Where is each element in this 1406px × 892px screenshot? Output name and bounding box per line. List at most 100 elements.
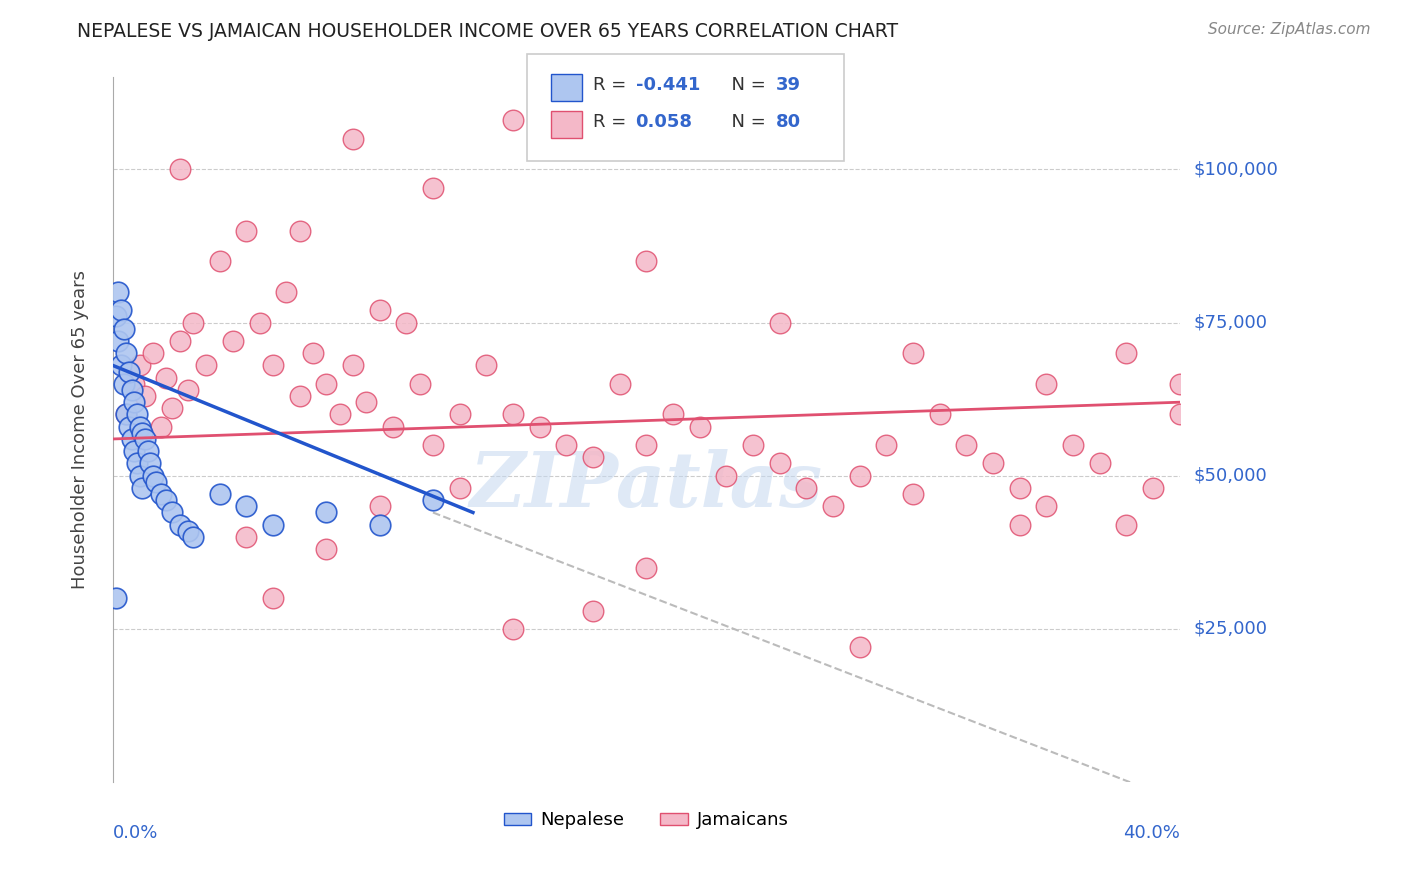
Point (875, 438, 897, 452)
Text: R =: R = (593, 113, 633, 131)
Point (529, 419, 551, 434)
Text: NEPALESE VS JAMAICAN HOUSEHOLDER INCOME OVER 65 YEARS CORRELATION CHART: NEPALESE VS JAMAICAN HOUSEHOLDER INCOME … (77, 22, 898, 41)
Point (821, 500, 844, 514)
Point (928, 408, 950, 422)
Point (769, 316, 792, 330)
Point (121, 432, 143, 446)
Point (136, 444, 159, 458)
Text: 0.0%: 0.0% (112, 824, 159, 842)
Text: Source: ZipAtlas.com: Source: ZipAtlas.com (1208, 22, 1371, 37)
Point (636, 438, 658, 452)
Point (689, 419, 711, 434)
Point (901, 487, 924, 501)
Point (368, 303, 391, 318)
Point (169, 334, 191, 348)
Point (110, 359, 132, 373)
Point (742, 438, 765, 452)
Text: $75,000: $75,000 (1194, 314, 1268, 332)
Point (1115, 346, 1137, 360)
Point (208, 487, 231, 501)
Point (125, 457, 148, 471)
Text: N =: N = (720, 76, 772, 94)
Point (262, 591, 284, 606)
Point (262, 517, 284, 532)
Point (249, 316, 271, 330)
Point (1115, 517, 1137, 532)
Point (195, 359, 218, 373)
Text: ZIPatlas: ZIPatlas (470, 450, 823, 523)
Point (1062, 438, 1084, 452)
Point (1008, 481, 1031, 495)
Point (235, 500, 257, 514)
Point (208, 254, 231, 268)
Text: 40.0%: 40.0% (1123, 824, 1180, 842)
Point (582, 603, 605, 617)
Point (449, 481, 471, 495)
Point (342, 359, 364, 373)
Point (555, 438, 578, 452)
Point (149, 487, 172, 501)
Point (131, 425, 153, 440)
Text: $100,000: $100,000 (1194, 161, 1278, 178)
Text: 80: 80 (776, 113, 801, 131)
Point (122, 376, 145, 391)
Point (368, 500, 391, 514)
Point (107, 334, 129, 348)
Point (235, 224, 257, 238)
Point (1035, 500, 1057, 514)
Point (422, 180, 444, 194)
Point (794, 481, 817, 495)
Point (155, 493, 177, 508)
Point (848, 468, 870, 483)
Text: N =: N = (720, 113, 772, 131)
Point (176, 383, 198, 397)
Point (716, 468, 738, 483)
Text: R =: R = (593, 76, 633, 94)
Point (981, 457, 1004, 471)
Point (395, 316, 418, 330)
Point (134, 389, 156, 403)
Point (288, 389, 311, 403)
Point (381, 419, 404, 434)
Text: $50,000: $50,000 (1194, 467, 1267, 484)
Point (128, 468, 150, 483)
Point (1088, 457, 1111, 471)
Point (142, 346, 165, 360)
Point (502, 113, 524, 128)
Point (160, 401, 183, 416)
Point (901, 346, 924, 360)
Point (475, 359, 498, 373)
Point (160, 506, 183, 520)
Point (222, 334, 245, 348)
Point (131, 481, 153, 495)
Point (315, 542, 337, 557)
Point (354, 395, 377, 409)
Point (1168, 408, 1191, 422)
Y-axis label: Householder Income Over 65 years: Householder Income Over 65 years (72, 270, 89, 590)
Point (112, 321, 135, 335)
Point (422, 493, 444, 508)
Point (315, 506, 337, 520)
Point (636, 560, 658, 574)
Text: 39: 39 (776, 76, 801, 94)
Point (107, 285, 129, 299)
Legend: Nepalese, Jamaicans: Nepalese, Jamaicans (496, 804, 796, 837)
Point (609, 376, 631, 391)
Text: $25,000: $25,000 (1194, 620, 1268, 638)
Text: 0.058: 0.058 (636, 113, 693, 131)
Point (769, 457, 792, 471)
Point (134, 432, 156, 446)
Point (149, 419, 172, 434)
Point (368, 517, 391, 532)
Point (1035, 376, 1057, 391)
Point (449, 408, 471, 422)
Point (115, 408, 138, 422)
Point (262, 359, 284, 373)
Point (169, 517, 191, 532)
Point (125, 408, 148, 422)
Point (110, 303, 132, 318)
Point (169, 162, 191, 177)
Point (955, 438, 977, 452)
Point (121, 383, 143, 397)
Point (104, 310, 127, 324)
